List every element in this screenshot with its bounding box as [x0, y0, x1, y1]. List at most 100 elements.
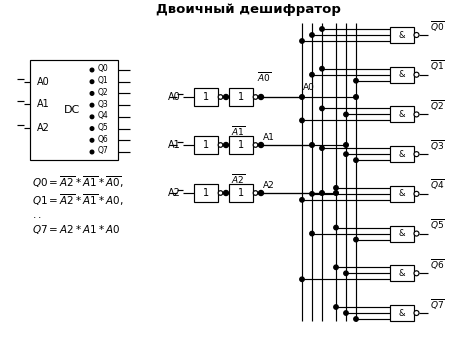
Circle shape — [224, 142, 228, 147]
Text: &: & — [399, 189, 405, 198]
Circle shape — [90, 103, 94, 107]
Circle shape — [334, 305, 338, 309]
Circle shape — [310, 33, 314, 37]
Circle shape — [354, 158, 358, 162]
Circle shape — [253, 95, 258, 99]
Bar — [194, 136, 218, 154]
Circle shape — [334, 225, 338, 230]
Circle shape — [253, 191, 258, 195]
Bar — [390, 27, 414, 43]
Text: A1: A1 — [263, 132, 275, 142]
Circle shape — [344, 112, 348, 117]
Bar — [229, 184, 253, 202]
Text: $\overline{Q1}$: $\overline{Q1}$ — [430, 58, 445, 73]
Bar — [390, 67, 414, 83]
Circle shape — [310, 72, 314, 77]
Circle shape — [414, 231, 419, 236]
Circle shape — [414, 33, 419, 38]
Circle shape — [354, 95, 358, 99]
Circle shape — [218, 143, 223, 147]
Text: &: & — [399, 110, 405, 119]
Text: $Q0 = \overline{A2} * \overline{A1} * \overline{A0},$: $Q0 = \overline{A2} * \overline{A1} * \o… — [32, 174, 123, 190]
Text: DC: DC — [64, 105, 80, 115]
Circle shape — [320, 106, 324, 111]
Text: Q4: Q4 — [98, 111, 109, 120]
Circle shape — [344, 143, 348, 147]
Text: A0: A0 — [168, 92, 181, 102]
Circle shape — [320, 66, 324, 71]
Circle shape — [90, 68, 94, 72]
Bar — [194, 184, 218, 202]
Bar — [390, 106, 414, 122]
Circle shape — [90, 80, 94, 83]
Circle shape — [224, 94, 228, 99]
Bar — [194, 88, 218, 106]
Circle shape — [310, 231, 314, 236]
Circle shape — [320, 27, 324, 31]
Text: $\overline{Q2}$: $\overline{Q2}$ — [430, 98, 445, 113]
Text: $\mathrm{..}$: $\mathrm{..}$ — [32, 210, 42, 220]
Text: $\overline{Q0}$: $\overline{Q0}$ — [430, 18, 445, 33]
Bar — [30, 60, 118, 160]
Circle shape — [218, 191, 223, 195]
Text: 1: 1 — [203, 140, 209, 150]
Circle shape — [218, 95, 223, 99]
Bar — [390, 186, 414, 202]
Circle shape — [310, 192, 314, 196]
Text: 1: 1 — [203, 92, 209, 102]
Circle shape — [224, 191, 228, 196]
Text: 1: 1 — [203, 188, 209, 198]
Text: 1: 1 — [238, 92, 244, 102]
Text: &: & — [399, 31, 405, 39]
Circle shape — [300, 95, 304, 99]
Text: A1: A1 — [36, 99, 49, 109]
Text: &: & — [399, 269, 405, 278]
Circle shape — [300, 39, 304, 43]
Text: Q1: Q1 — [98, 76, 109, 85]
Circle shape — [334, 191, 338, 195]
Text: A2: A2 — [36, 123, 49, 133]
Text: A0: A0 — [36, 77, 49, 87]
Circle shape — [414, 311, 419, 316]
Text: Q0: Q0 — [98, 65, 109, 73]
Circle shape — [258, 142, 264, 147]
Bar — [390, 265, 414, 281]
Text: &: & — [399, 150, 405, 159]
Text: $Q7 = A2 * A1 * A0$: $Q7 = A2 * A1 * A0$ — [32, 223, 120, 235]
Text: A0: A0 — [302, 82, 314, 92]
Text: 1: 1 — [238, 140, 244, 150]
Circle shape — [354, 78, 358, 83]
Text: $\overline{Q6}$: $\overline{Q6}$ — [430, 257, 445, 272]
Text: $\overline{A2}$: $\overline{A2}$ — [231, 172, 246, 186]
Circle shape — [253, 143, 258, 147]
Circle shape — [344, 271, 348, 275]
Text: $Q1 = \overline{A2} * \overline{A1} * A0,$: $Q1 = \overline{A2} * \overline{A1} * A0… — [32, 192, 123, 208]
Text: Двоичный дешифратор: Двоичный дешифратор — [155, 4, 340, 16]
Text: $\overline{Q3}$: $\overline{Q3}$ — [430, 138, 445, 153]
Text: Q2: Q2 — [98, 88, 109, 97]
Text: $\overline{A0}$: $\overline{A0}$ — [257, 70, 271, 84]
Text: 1: 1 — [238, 188, 244, 198]
Circle shape — [414, 191, 419, 196]
Circle shape — [334, 265, 338, 269]
Circle shape — [319, 191, 324, 195]
Circle shape — [414, 271, 419, 276]
Circle shape — [90, 92, 94, 95]
Circle shape — [354, 237, 358, 242]
Circle shape — [344, 311, 348, 315]
Circle shape — [90, 150, 94, 154]
Bar — [390, 146, 414, 162]
Bar — [390, 225, 414, 241]
Text: $\overline{Q4}$: $\overline{Q4}$ — [430, 178, 445, 192]
Text: A1: A1 — [168, 140, 181, 150]
Text: &: & — [399, 308, 405, 317]
Circle shape — [414, 152, 419, 157]
Text: Q6: Q6 — [98, 135, 109, 144]
Text: Q5: Q5 — [98, 123, 109, 132]
Circle shape — [90, 127, 94, 130]
Circle shape — [258, 191, 264, 196]
Text: Q3: Q3 — [98, 100, 109, 109]
Bar — [229, 88, 253, 106]
Circle shape — [90, 138, 94, 142]
Circle shape — [414, 72, 419, 77]
